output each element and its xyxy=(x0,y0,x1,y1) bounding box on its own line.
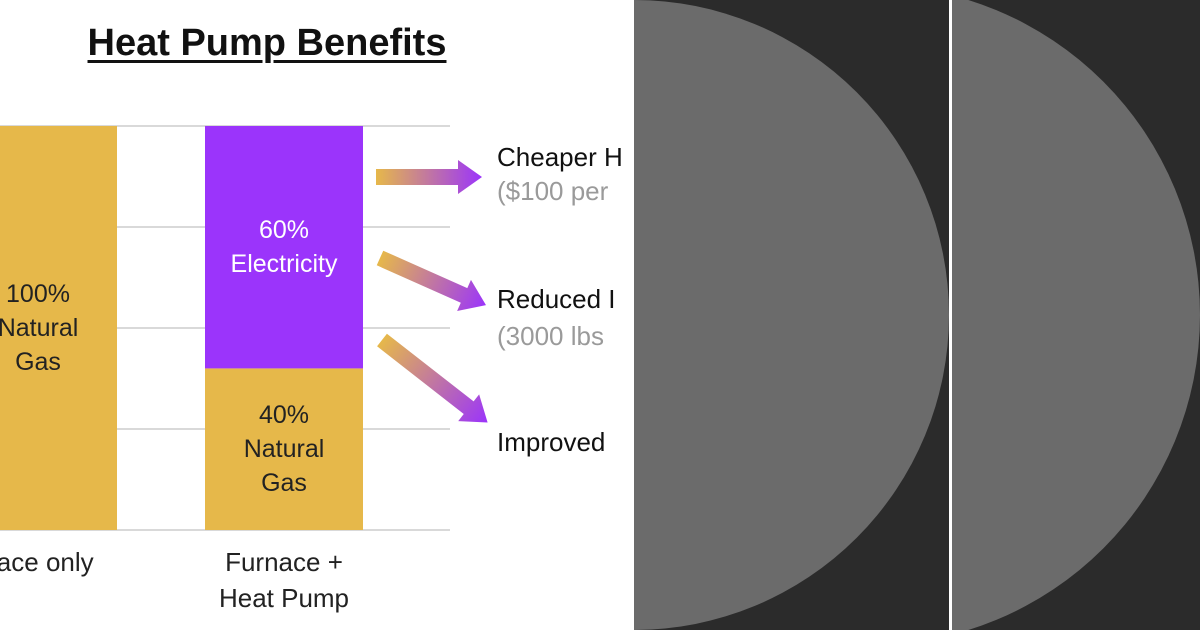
arrow xyxy=(377,333,488,423)
chart-title: Heat Pump Benefits xyxy=(87,22,447,64)
x-tick-label: nace only xyxy=(0,547,94,577)
bar-segment xyxy=(0,126,117,530)
annotation-note: (3000 lbs xyxy=(497,321,604,351)
arrow xyxy=(376,250,486,311)
value-label: 100% Natural Gas xyxy=(0,280,79,376)
annotation: Reduced I xyxy=(497,284,616,314)
value-label: 40% Natural Gas xyxy=(243,401,325,498)
bar-segment xyxy=(205,126,363,369)
bar-segment xyxy=(205,368,363,530)
annotation-note: ($100 per xyxy=(497,176,609,206)
annotation: Cheaper H xyxy=(497,142,623,172)
plot xyxy=(0,125,450,531)
arrow xyxy=(376,160,482,194)
annotation: Improved xyxy=(497,427,606,457)
value-label: 60% Electricity xyxy=(230,216,338,279)
x-tick-label: Furnace + Heat Pump xyxy=(218,547,350,613)
